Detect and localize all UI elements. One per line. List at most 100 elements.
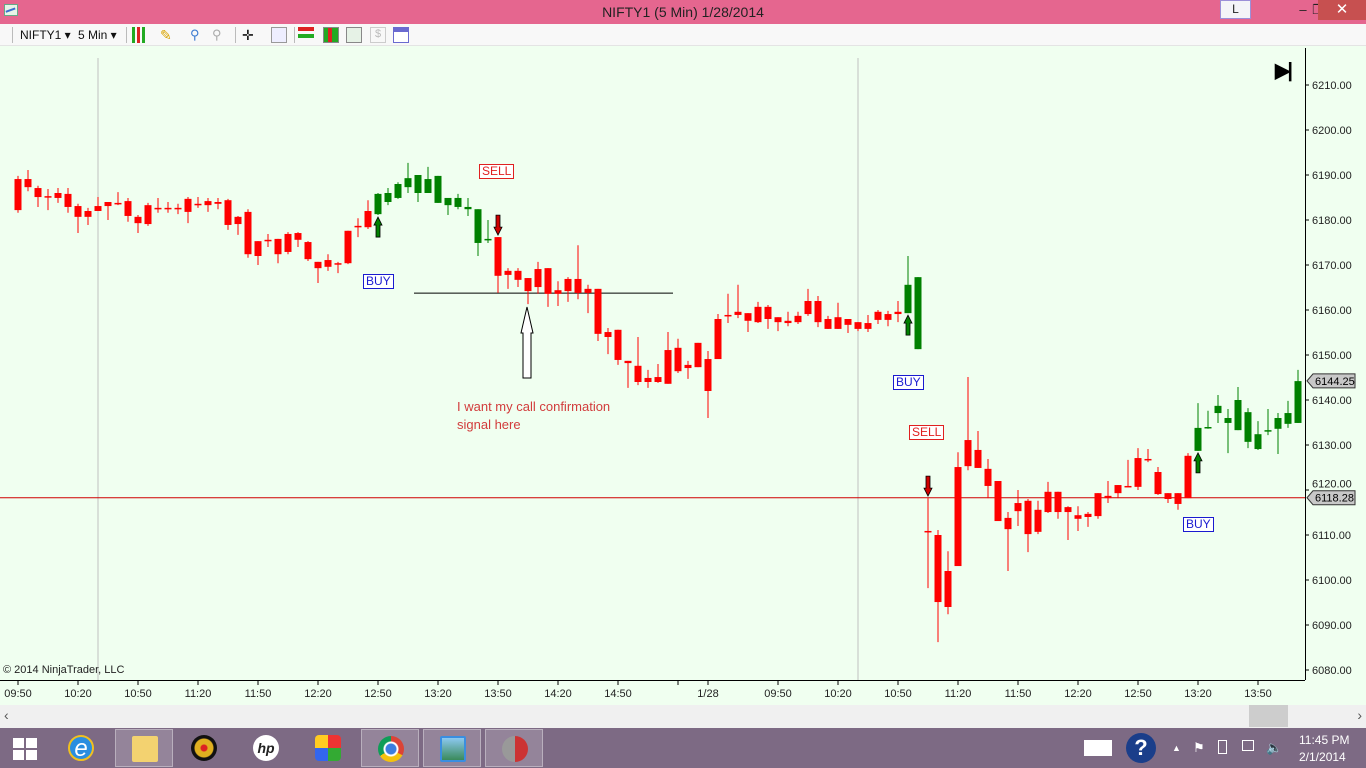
taskbar-ninjatrader-app[interactable]	[485, 729, 543, 767]
candle-body	[144, 205, 152, 225]
candle-body	[974, 449, 982, 468]
scroll-to-end-icon[interactable]: ▶|	[1275, 60, 1293, 82]
x-tick-label: 14:50	[604, 688, 632, 700]
y-tick-label: 6140.00	[1312, 395, 1352, 407]
keyboard-icon[interactable]	[1084, 740, 1112, 756]
candle	[584, 284, 592, 314]
candle-body	[1244, 412, 1252, 442]
zoom-in-icon[interactable]: ⚲	[190, 27, 200, 42]
minimize-button[interactable]: –	[1299, 2, 1307, 17]
candle-body	[274, 238, 282, 255]
candle-body	[114, 202, 122, 205]
candle	[604, 328, 612, 355]
scrollbar-thumb[interactable]	[1249, 705, 1288, 727]
candle	[1024, 499, 1032, 553]
candle-body	[874, 311, 882, 320]
candle	[264, 233, 272, 247]
candle	[974, 431, 982, 468]
candle-body	[174, 207, 182, 210]
candle	[394, 182, 402, 199]
taskbar-file-explorer[interactable]	[115, 729, 173, 767]
candle-body	[1214, 405, 1222, 414]
taskbar-webcam-app[interactable]	[175, 729, 233, 767]
chart-style-icon[interactable]	[132, 27, 148, 43]
candle-body	[954, 467, 962, 567]
taskbar: e hp ? ▲ ⚑ 🔈 11:45 PM 2/1/2014	[0, 728, 1366, 768]
taskbar-photos-app[interactable]	[423, 729, 481, 767]
candle-body	[1094, 493, 1102, 517]
magnifier-icon[interactable]	[271, 27, 287, 43]
properties-icon[interactable]	[393, 27, 409, 43]
y-tick-label: 6130.00	[1312, 440, 1352, 452]
taskbar-puzzle-app[interactable]	[299, 729, 357, 767]
candle-body	[334, 263, 342, 265]
candle	[474, 209, 482, 256]
candle	[534, 261, 542, 294]
y-tick-label: 6100.00	[1312, 575, 1352, 587]
candle	[674, 338, 682, 373]
candle	[434, 175, 442, 203]
toolbar-separator	[294, 27, 295, 43]
candle	[14, 175, 22, 213]
annotation-line-2: signal here	[457, 417, 521, 432]
zoom-out-icon[interactable]: ⚲	[212, 27, 222, 42]
instrument-selector[interactable]: NIFTY1 ▾	[20, 28, 71, 42]
horizontal-scrollbar[interactable]: ‹ ›	[0, 705, 1366, 728]
candle	[354, 218, 362, 238]
candle-body	[1234, 400, 1242, 431]
copyright-text: © 2014 NinjaTrader, LLC	[3, 664, 125, 676]
candle	[94, 197, 102, 211]
chart-trader-icon[interactable]	[346, 27, 362, 43]
x-tick-label: 11:50	[245, 688, 272, 700]
candle	[104, 202, 112, 220]
taskbar-hp-app[interactable]: hp	[237, 729, 295, 767]
candle-body	[224, 200, 232, 225]
candle	[524, 278, 532, 305]
annotation-text: I want my call confirmation signal here	[457, 398, 657, 434]
candle	[484, 220, 492, 243]
candle-body	[294, 233, 302, 240]
candle	[774, 317, 782, 332]
candle-body	[444, 197, 452, 206]
link-button[interactable]: L	[1220, 0, 1251, 19]
show-hidden-icons-icon[interactable]: ▲	[1172, 743, 1181, 753]
candle-body	[394, 184, 402, 198]
sell-signal-label: SELL	[909, 425, 945, 441]
candle	[664, 332, 672, 384]
x-tick-label: 10:20	[64, 688, 92, 700]
crosshair-icon[interactable]: ✛	[242, 27, 254, 43]
start-button[interactable]	[0, 729, 58, 767]
sell-arrow-icon	[923, 475, 933, 497]
clock-date[interactable]: 2/1/2014	[1299, 750, 1346, 764]
candle	[344, 230, 352, 265]
toolbar-separator	[235, 27, 236, 43]
candle-body	[454, 197, 462, 207]
scroll-left-arrow-icon[interactable]: ‹	[4, 707, 9, 723]
clock-time[interactable]: 11:45 PM	[1299, 733, 1350, 747]
candle	[884, 310, 892, 327]
candle	[1124, 459, 1132, 488]
hp-logo-icon: hp	[253, 735, 279, 761]
volume-icon[interactable]: 🔈	[1266, 740, 1283, 755]
interval-selector[interactable]: 5 Min ▾	[78, 28, 117, 42]
candle-body	[1044, 491, 1052, 513]
taskbar-chrome[interactable]	[361, 729, 419, 767]
indicators-icon[interactable]	[323, 27, 339, 43]
battery-icon[interactable]	[1218, 740, 1227, 754]
taskbar-internet-explorer[interactable]: e	[52, 729, 110, 767]
scroll-right-arrow-icon[interactable]: ›	[1357, 707, 1362, 723]
price-chart[interactable]: 6210.00 6200.00 6190.00 6180.00 6170.00 6160.…	[0, 48, 1366, 705]
candle-body	[644, 377, 652, 382]
strategies-icon[interactable]	[298, 27, 314, 43]
line-price-marker-box	[1306, 490, 1356, 506]
close-button[interactable]: ✕	[1318, 0, 1366, 20]
candle	[34, 185, 42, 207]
help-icon[interactable]: ?	[1126, 733, 1156, 763]
candle-body	[484, 238, 492, 241]
pencil-icon[interactable]: ✎	[160, 27, 172, 43]
network-icon[interactable]	[1242, 740, 1254, 751]
candle	[1164, 493, 1172, 504]
y-tick-label: 6190.00	[1312, 170, 1352, 182]
action-center-flag-icon[interactable]: ⚑	[1193, 740, 1205, 755]
dollar-icon[interactable]: $	[370, 27, 386, 43]
